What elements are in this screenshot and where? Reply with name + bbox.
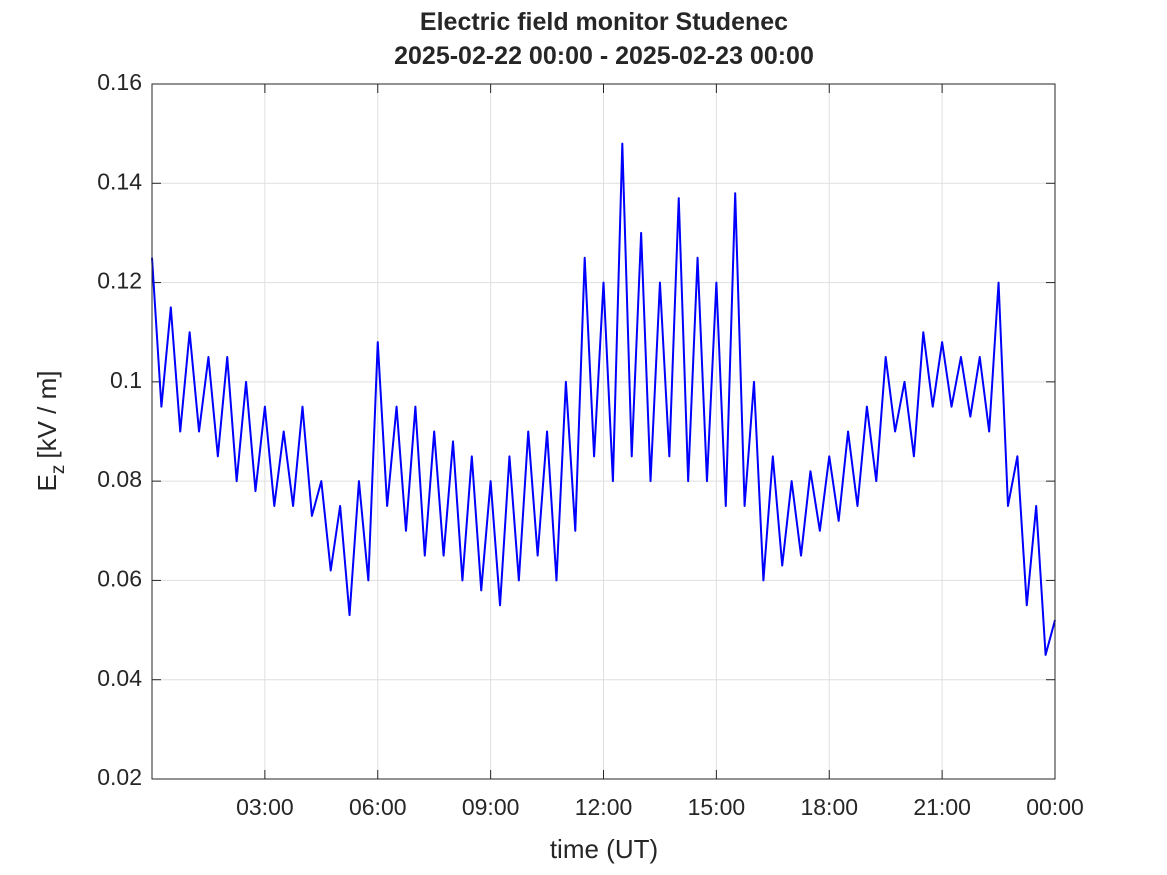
y-tick-label: 0.1 bbox=[110, 367, 142, 393]
chart-title: Electric field monitor Studenec bbox=[420, 8, 788, 36]
y-tick-label: 0.06 bbox=[97, 566, 142, 592]
x-tick-label: 12:00 bbox=[575, 794, 633, 820]
x-axis-label: time (UT) bbox=[550, 834, 658, 864]
y-tick-label: 0.12 bbox=[97, 268, 142, 294]
y-tick-label: 0.16 bbox=[97, 69, 142, 95]
x-tick-label: 21:00 bbox=[913, 794, 971, 820]
chart-subtitle: 2025-02-22 00:00 - 2025-02-23 00:00 bbox=[394, 42, 814, 70]
y-tick-label: 0.14 bbox=[97, 168, 142, 194]
x-tick-label: 09:00 bbox=[462, 794, 520, 820]
y-label-unit: [kV / m] bbox=[32, 371, 62, 459]
y-tick-label: 0.04 bbox=[97, 665, 142, 691]
y-tick-label: 0.08 bbox=[97, 466, 142, 492]
y-label-symbol: E bbox=[32, 474, 62, 491]
data-line bbox=[151, 142, 1056, 656]
x-tick-label: 15:00 bbox=[688, 794, 746, 820]
x-tick-label: 06:00 bbox=[349, 794, 407, 820]
y-tick-label: 0.02 bbox=[97, 764, 142, 790]
x-tick-label: 03:00 bbox=[236, 794, 294, 820]
axes-box bbox=[151, 83, 1056, 780]
y-label-subscript: z bbox=[48, 465, 69, 475]
x-tick-label: 00:00 bbox=[1026, 794, 1084, 820]
x-tick-label: 18:00 bbox=[800, 794, 858, 820]
y-axis-label: Ez [kV / m] bbox=[32, 371, 69, 492]
